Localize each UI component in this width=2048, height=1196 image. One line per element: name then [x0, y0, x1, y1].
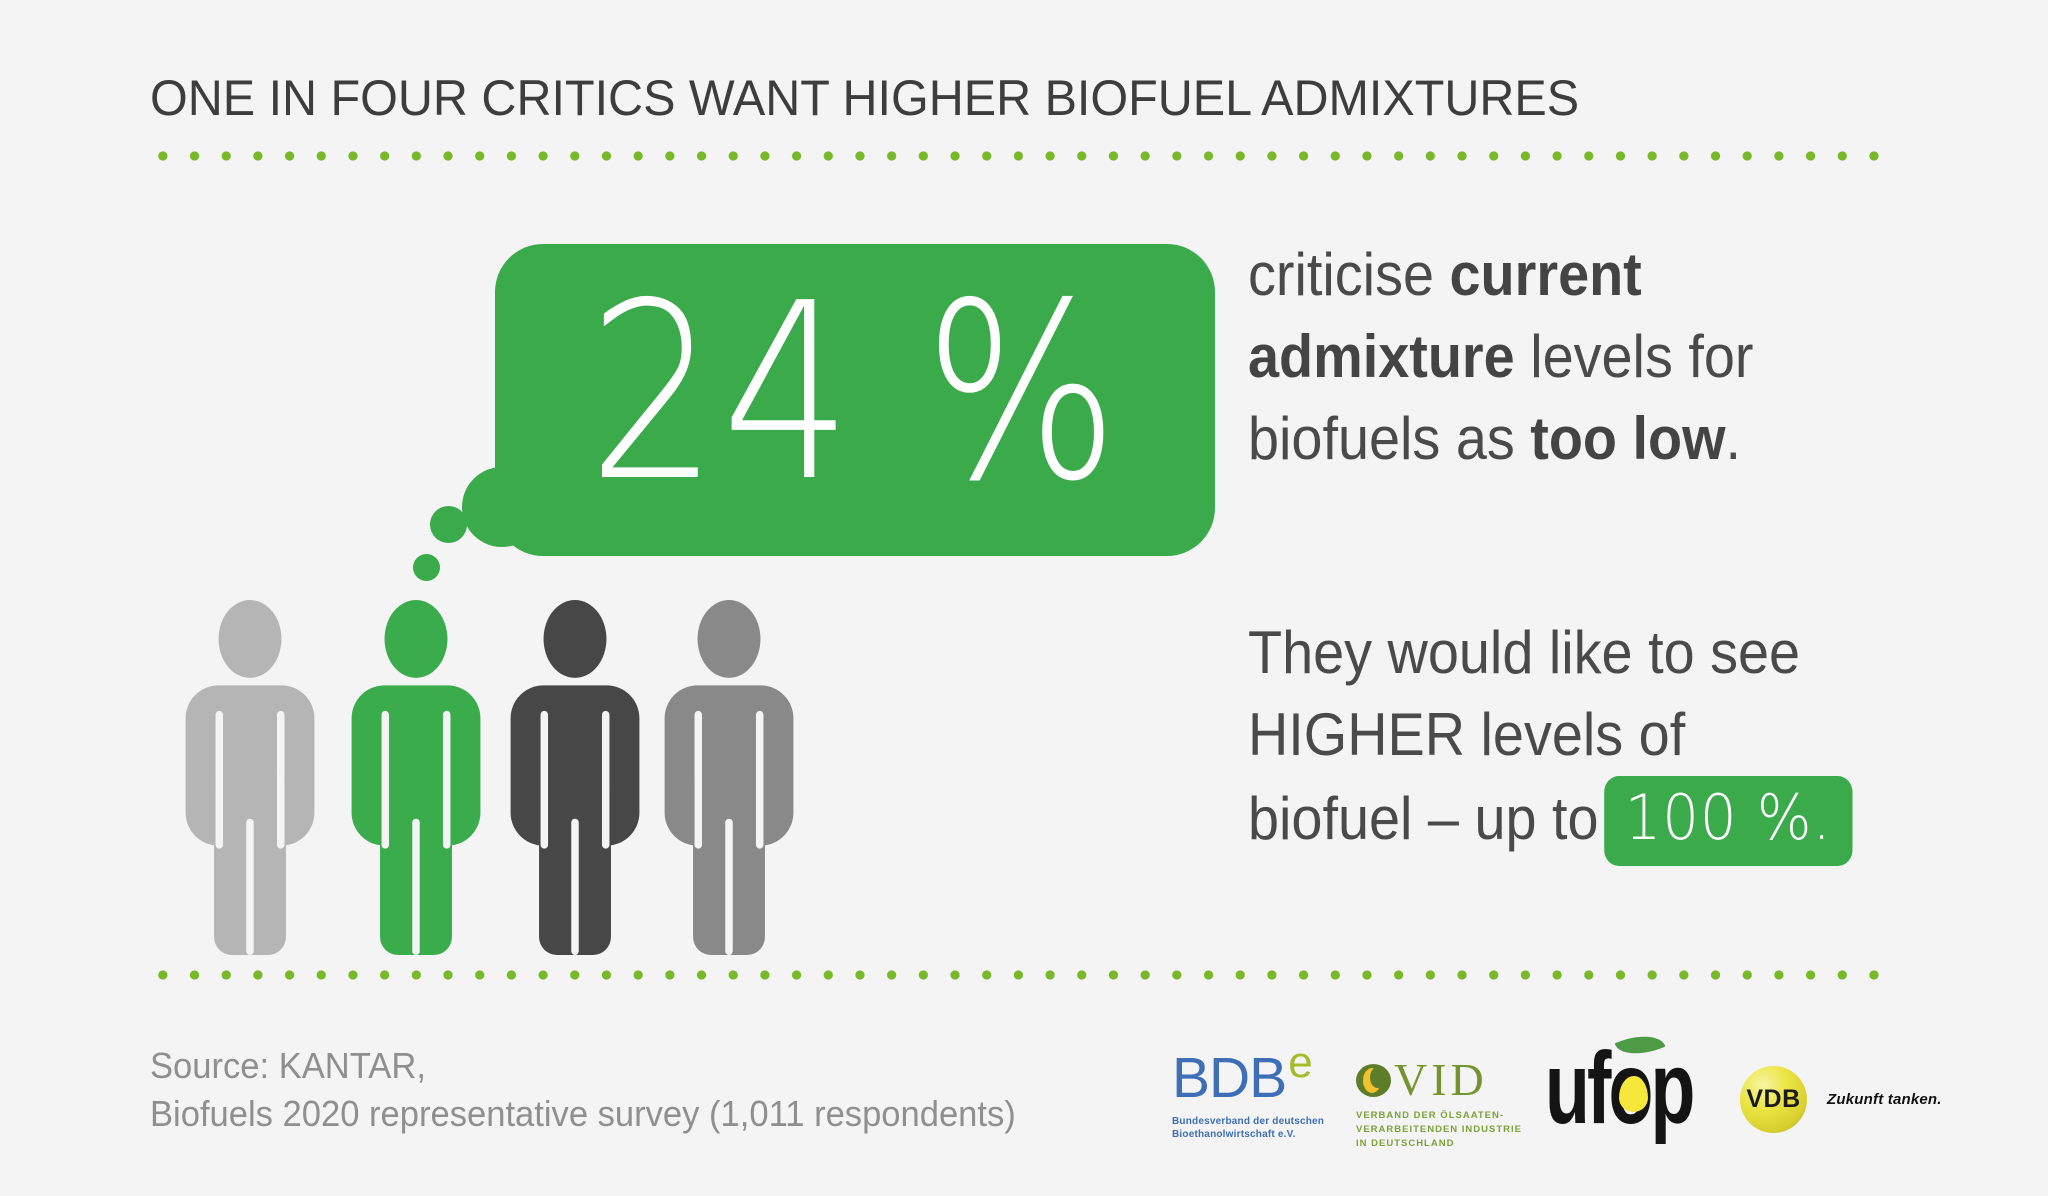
statement-line: admixture levels for [1248, 323, 1754, 390]
wish-paragraph: They would like to see HIGHER levels of … [1248, 612, 1853, 866]
wish-line: They would like to see [1248, 619, 1801, 686]
person-icon [510, 600, 640, 955]
bdbe-wordmark: BDBe [1172, 1038, 1313, 1110]
page-title: ONE IN FOUR CRITICS WANT HIGHER BIOFUEL … [150, 70, 1580, 126]
ufop-wordmark: ufop [1545, 1031, 1695, 1145]
statement-line: biofuels as too low. [1248, 405, 1742, 472]
source-line: Source: KANTAR, [150, 1045, 426, 1086]
ovid-subtitle: VERBAND DER ÖLSAATEN- VERARBEITENDEN IND… [1356, 1110, 1522, 1149]
vdb-yellow-ball-icon: VDB [1740, 1066, 1807, 1133]
statement-paragraph: criticise current admixture levels for b… [1248, 234, 1753, 480]
stat-value: 24 % [587, 251, 1123, 535]
highlight-badge-100-percent: 100 %. [1604, 776, 1853, 866]
thought-bubble-tail-dot [430, 506, 467, 543]
ovid-o-crescent-icon [1356, 1063, 1391, 1097]
person-icon [664, 600, 794, 955]
wish-line: biofuel – up to 100 %. [1248, 776, 1853, 866]
oil-drop-icon [1619, 1076, 1648, 1112]
ovid-logo: VID VERBAND DER ÖLSAATEN- VERARBEITENDEN… [1356, 1057, 1522, 1151]
bdbe-subtitle: Bundesverband der deutschen Bioethanolwi… [1172, 1116, 1325, 1140]
vdb-slogan: Zukunft tanken. [1827, 1091, 1942, 1108]
person-icon-highlighted [351, 600, 481, 955]
wish-line: HIGHER levels of [1248, 701, 1686, 768]
dotted-divider-top [147, 150, 1893, 162]
statement-line: criticise current [1248, 241, 1642, 308]
bdbe-logo: BDBe Bundesverband der deutschen Bioetha… [1172, 1038, 1325, 1141]
ufop-logo: ufop [1545, 1026, 1715, 1148]
ovid-wordmark: VID [1356, 1057, 1522, 1103]
source-note: Source: KANTAR, Biofuels 2020 representa… [150, 1042, 1016, 1138]
vdb-logo: VDB Zukunft tanken. [1740, 1066, 1942, 1133]
thought-bubble-tail-dot [413, 554, 440, 581]
source-line: Biofuels 2020 representative survey (1,0… [150, 1093, 1016, 1134]
person-icon [185, 600, 315, 955]
dotted-divider-bottom [147, 969, 1893, 981]
thought-bubble: 24 % [495, 244, 1215, 556]
bdbe-superscript-e: e [1288, 1038, 1313, 1087]
